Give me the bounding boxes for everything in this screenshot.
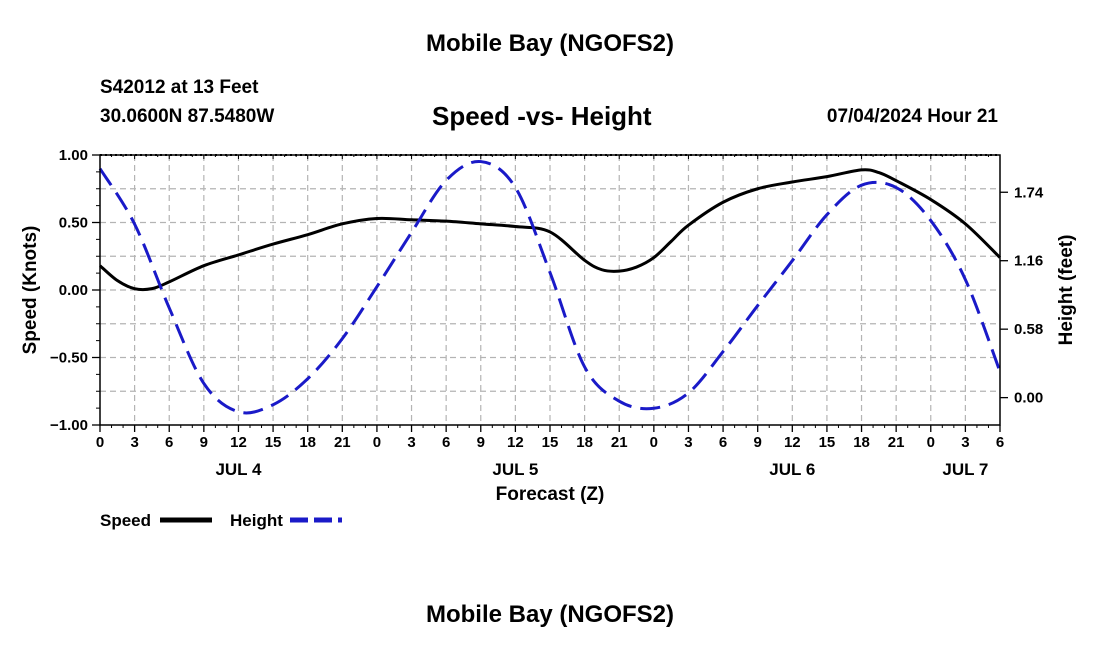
x-tick-label: 0 xyxy=(927,434,935,451)
x-tick-label: 12 xyxy=(507,434,524,451)
x-tick-label: 18 xyxy=(299,434,316,451)
x-tick-label: 3 xyxy=(961,434,969,451)
x-tick-label: 9 xyxy=(477,434,485,451)
day-label: JUL 4 xyxy=(215,460,262,479)
x-tick-label: 9 xyxy=(200,434,208,451)
x-tick-label: 6 xyxy=(719,434,727,451)
y2-tick-label: 0.00 xyxy=(1014,390,1043,407)
day-label: JUL 7 xyxy=(942,460,988,479)
speed-series-line xyxy=(99,168,1002,292)
x-tick-label: 0 xyxy=(650,434,658,451)
legend-height-label: Height xyxy=(230,511,283,530)
grid xyxy=(100,155,1000,425)
x-tick-label: 0 xyxy=(373,434,381,451)
y2-tick-label: 1.16 xyxy=(1014,253,1043,270)
day-label: JUL 6 xyxy=(769,460,815,479)
x-axis-title: Forecast (Z) xyxy=(496,484,605,505)
legend-speed-label: Speed xyxy=(100,511,151,530)
x-tick-label: 3 xyxy=(130,434,138,451)
x-tick-label: 12 xyxy=(230,434,247,451)
x-tick-label: 3 xyxy=(407,434,415,451)
station-label: S42012 at 13 Feet xyxy=(100,77,259,98)
day-label: JUL 5 xyxy=(492,460,538,479)
height-series-line xyxy=(98,160,1002,415)
y-tick-label: −1.00 xyxy=(50,417,88,434)
x-tick-label: 18 xyxy=(853,434,870,451)
chart-header-title: Mobile Bay (NGOFS2) xyxy=(425,30,675,57)
x-tick-label: 21 xyxy=(611,434,628,451)
legend: Speed Height xyxy=(100,511,342,530)
x-tick-label: 6 xyxy=(996,434,1004,451)
forecast-date-label: 07/04/2024 Hour 21 xyxy=(826,106,998,127)
x-tick-label: 6 xyxy=(165,434,173,451)
x-tick-label: 6 xyxy=(442,434,450,451)
y2-axis-title: Height (feet) xyxy=(1056,235,1077,346)
y2-tick-label: 1.74 xyxy=(1014,184,1044,201)
x-tick-label: 12 xyxy=(784,434,801,451)
x-tick-label: 15 xyxy=(542,434,559,451)
y-tick-label: 1.00 xyxy=(59,147,88,164)
x-tick-label: 3 xyxy=(684,434,692,451)
chart-footer-title: Mobile Bay (NGOFS2) xyxy=(425,601,675,628)
y2-tick-label: 0.58 xyxy=(1014,321,1043,338)
coordinates-label: 30.0600N 87.5480W xyxy=(100,106,275,127)
x-tick-label: 15 xyxy=(265,434,282,451)
axes: 0 3 6 9 12 15 18 21 0 3 6 9 12 15 18 21 0 3 6 9 12 15 18 21 0 3 6J… xyxy=(50,147,1044,479)
x-tick-label: 0 xyxy=(96,434,104,451)
y-tick-label: 0.00 xyxy=(59,282,88,299)
x-tick-label: 9 xyxy=(754,434,762,451)
x-tick-label: 15 xyxy=(819,434,836,451)
x-tick-label: 21 xyxy=(334,434,351,451)
series-layer xyxy=(98,160,1002,415)
x-tick-label: 18 xyxy=(576,434,593,451)
x-tick-label: 21 xyxy=(888,434,905,451)
chart-title: Speed -vs- Height xyxy=(432,101,652,131)
y-tick-label: −0.50 xyxy=(50,350,88,367)
y-tick-label: 0.50 xyxy=(59,215,88,232)
y-axis-title: Speed (Knots) xyxy=(20,226,41,355)
